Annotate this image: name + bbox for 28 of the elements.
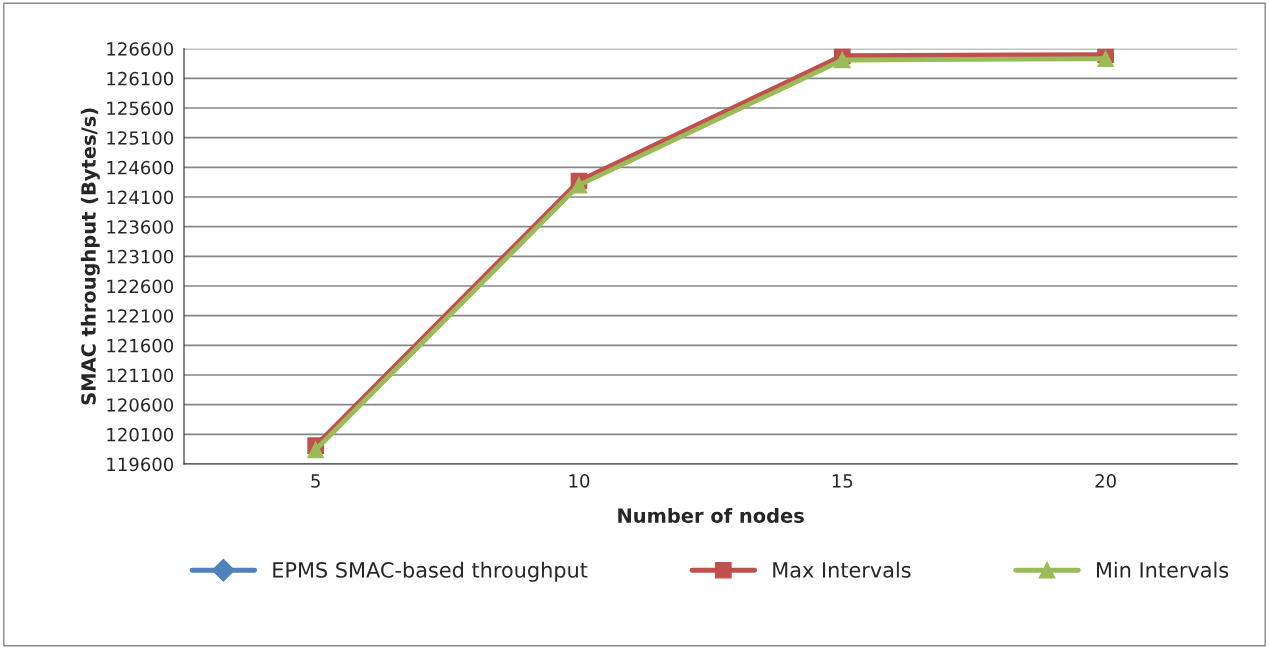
y-tick-label: 121600 (107, 338, 174, 353)
y-tick-label: 122100 (107, 309, 174, 323)
x-tick-label: 15 (832, 474, 853, 488)
x-tick-label: 20 (1095, 474, 1116, 488)
y-tick-label: 120600 (107, 398, 174, 412)
point (307, 441, 324, 459)
y-tick-label: 126600 (107, 42, 174, 56)
point (1097, 50, 1114, 68)
y-tick-label: 126100 (107, 71, 174, 86)
y-tick-label: 124100 (107, 190, 174, 205)
point (570, 176, 588, 194)
y-tick-label: 123600 (107, 220, 174, 234)
y-tick-label: 124600 (107, 160, 174, 175)
y-tick-label: 120100 (107, 427, 174, 442)
y-tick-label: 125600 (107, 101, 174, 116)
point (833, 51, 851, 69)
y-tick-label: 121100 (107, 368, 174, 383)
y-tick-label: 123100 (107, 249, 174, 264)
y-axis-title: SMAC throughput (Bytes/s) (80, 108, 100, 405)
y-tick-label: 122600 (107, 279, 174, 294)
legend-label: Min Intervals (1096, 561, 1229, 578)
legend-label: EPMS SMAC-based throughput (273, 561, 588, 582)
legend-label: Max Intervals (773, 561, 911, 578)
x-tick-label: 10 (569, 474, 590, 488)
x-tick-label: 5 (311, 474, 320, 488)
x-axis-title: Number of nodes (618, 507, 804, 523)
y-tick-label: 119600 (107, 457, 174, 472)
y-tick-label: 125100 (107, 131, 174, 145)
